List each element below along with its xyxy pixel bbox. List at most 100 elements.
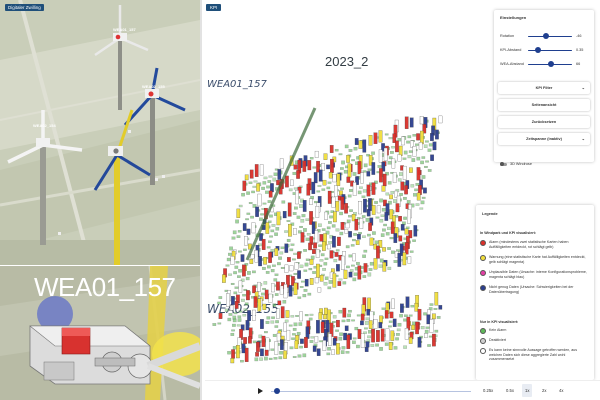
- kpi-cell: [377, 165, 382, 168]
- kpi-cell: [387, 266, 392, 270]
- kpi-cell: [326, 186, 331, 190]
- play-icon[interactable]: [258, 387, 263, 394]
- timeline-slider[interactable]: [271, 390, 471, 392]
- kpi-cell: [384, 342, 389, 346]
- kpi-cell: [270, 348, 275, 351]
- speed-option[interactable]: 0.5x: [506, 388, 514, 393]
- kpi-cell: [414, 302, 419, 312]
- settings-title: Einstellungen: [500, 15, 527, 20]
- kpi-cell: [256, 341, 260, 352]
- side-view-button[interactable]: Seitenansicht: [498, 99, 590, 111]
- kpi-cell: [292, 356, 297, 358]
- kpi-cell: [226, 293, 230, 307]
- kpi-cell: [364, 321, 369, 325]
- slider-knob[interactable]: [542, 33, 549, 40]
- kpi-cell: [278, 256, 282, 260]
- speed-option-active[interactable]: 1x: [522, 384, 533, 397]
- kpi-cell: [317, 287, 322, 293]
- kpi-cell: [291, 276, 295, 286]
- kpi-cell: [265, 320, 270, 324]
- kpi-aisle: [245, 107, 317, 261]
- kpi-cell: [264, 356, 268, 361]
- kpi-cell: [425, 160, 429, 163]
- legend-title: Legende: [482, 212, 498, 216]
- kpi-cell: [259, 164, 264, 176]
- kpi-cell: [414, 188, 418, 192]
- kpi-cell: [357, 329, 362, 339]
- kpi-cell: [311, 221, 316, 234]
- legend-text: Alarm (mindestens zwei statistische Kart…: [489, 240, 569, 249]
- rotation-slider[interactable]: [528, 35, 572, 37]
- kpi-cell: [408, 230, 413, 239]
- kpi-cell: [387, 226, 391, 230]
- kpi-cell: [229, 246, 233, 251]
- wea-distance-slider-row: WEA-Abstand 66: [500, 60, 590, 68]
- kpi-cell: [287, 202, 292, 217]
- speed-option[interactable]: 2x: [542, 388, 547, 393]
- kpi-cell: [396, 333, 400, 336]
- kpi-cell: [245, 218, 249, 221]
- windrose-toggle[interactable]: [499, 161, 507, 167]
- kpi-cell: [367, 297, 371, 311]
- kpi-cell: [279, 251, 284, 255]
- kpi-cell: [380, 233, 385, 237]
- kpi-cell: [329, 250, 334, 259]
- kpi-cell: [375, 343, 379, 347]
- digital-twin-view[interactable]: Digitaler Zwilling WEA01_157 WEA02_155 W…: [0, 0, 200, 265]
- kpi-cell: [228, 252, 232, 256]
- kpi-cell: [403, 150, 408, 155]
- kpi-cell: [349, 189, 353, 192]
- rotation-slider-row: Rotation -46: [500, 32, 590, 40]
- kpi-cell: [303, 269, 308, 272]
- kpi-cell: [235, 261, 240, 264]
- kpi-cell: [338, 309, 343, 314]
- kpi-cell: [412, 146, 417, 157]
- kpi-cell: [230, 358, 235, 364]
- kpi-cell: [323, 262, 328, 266]
- kpi-cell: [217, 322, 222, 325]
- kpi-cell: [408, 150, 413, 153]
- kpi-cell: [391, 146, 395, 149]
- kpi-cell: [242, 180, 247, 191]
- kpi-cell: [368, 320, 373, 329]
- kpi-cell: [259, 217, 263, 221]
- kpi-cell: [309, 340, 314, 343]
- kpi-cell: [353, 146, 358, 151]
- kpi-cell: [346, 334, 351, 349]
- kpi-cell: [331, 349, 335, 355]
- kpi-cell: [268, 293, 273, 303]
- kpi-cell: [428, 335, 433, 338]
- kpi-cell: [402, 165, 407, 180]
- nacelle-detail-view[interactable]: [0, 266, 200, 400]
- kpi-cell: [272, 303, 277, 307]
- speed-option[interactable]: 4x: [559, 388, 564, 393]
- kpi-cell: [345, 245, 350, 249]
- slider-knob[interactable]: [547, 61, 554, 68]
- kpi-cell: [346, 155, 350, 163]
- kpi-cell: [387, 181, 392, 185]
- kpi-cell: [348, 309, 352, 313]
- kpi-cell: [229, 305, 234, 311]
- reset-button[interactable]: Zurücksetzen: [498, 116, 590, 128]
- kpi-cell: [419, 207, 424, 210]
- speed-option[interactable]: 0.25x: [483, 388, 494, 393]
- kpi-cell: [262, 303, 267, 310]
- kpi-cell: [367, 335, 371, 339]
- kpi-cell: [316, 263, 320, 278]
- kpi-cell: [408, 337, 413, 344]
- kpi-cell: [395, 337, 399, 341]
- timespan-dropdown[interactable]: Zeitspanne (inaktiv) ⌄: [498, 133, 590, 145]
- slider-knob[interactable]: [534, 47, 541, 54]
- kpi-filter-dropdown[interactable]: KPI Filter ⌄: [498, 82, 590, 94]
- kpi-cell: [397, 322, 402, 327]
- kpi-cell: [309, 278, 314, 285]
- kpi-3d-visualization[interactable]: [205, 60, 475, 380]
- kpi-cell: [284, 264, 289, 273]
- panel-splitter[interactable]: [200, 0, 202, 400]
- kpi-distance-slider[interactable]: [528, 49, 572, 51]
- timeline-knob[interactable]: [274, 388, 280, 394]
- kpi-cell: [400, 303, 404, 313]
- kpi-cell: [382, 262, 387, 272]
- kpi-cell: [399, 192, 403, 196]
- kpi-cell: [250, 215, 254, 219]
